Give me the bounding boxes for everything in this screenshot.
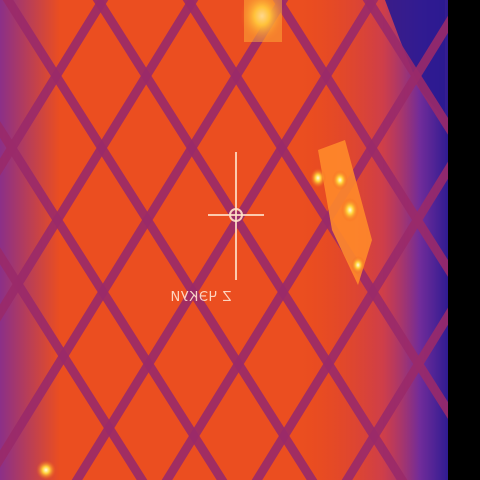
hot-spot-bottom-left [36, 460, 56, 480]
black-border [448, 0, 480, 480]
temperature-readout: Z ЧЭКУИ [170, 290, 232, 305]
crosshair-icon [208, 152, 264, 280]
